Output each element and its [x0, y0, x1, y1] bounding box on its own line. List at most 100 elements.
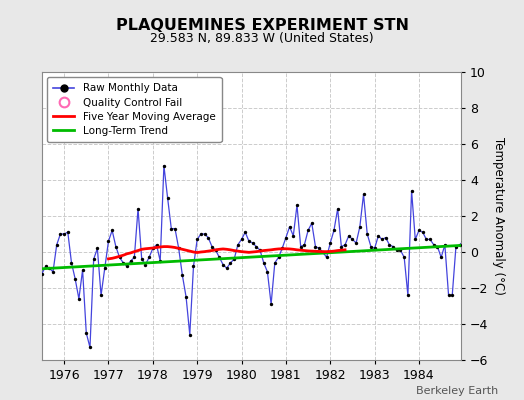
Point	[104, 238, 113, 244]
Point	[86, 344, 94, 350]
Point	[174, 245, 183, 252]
Point	[452, 243, 460, 250]
Point	[378, 236, 386, 242]
Point	[333, 206, 342, 212]
Point	[381, 234, 390, 241]
Text: Berkeley Earth: Berkeley Earth	[416, 386, 498, 396]
Point	[152, 242, 161, 248]
Point	[34, 260, 42, 266]
Point	[430, 242, 438, 248]
Point	[75, 296, 83, 302]
Point	[67, 260, 75, 266]
Point	[212, 247, 220, 254]
Point	[455, 242, 464, 248]
Point	[263, 269, 271, 275]
Point	[200, 231, 209, 237]
Point	[415, 227, 423, 234]
Point	[326, 240, 334, 246]
Point	[71, 276, 79, 282]
Point	[322, 254, 331, 261]
Point	[79, 267, 87, 273]
Point	[466, 236, 475, 242]
Point	[156, 258, 165, 264]
Point	[352, 240, 361, 246]
Point	[441, 242, 449, 248]
Point	[433, 243, 442, 250]
Point	[141, 262, 150, 268]
Point	[267, 301, 275, 307]
Point	[112, 243, 120, 250]
Point	[134, 206, 142, 212]
Point	[256, 247, 264, 254]
Point	[204, 234, 212, 241]
Point	[56, 231, 64, 237]
Point	[448, 292, 456, 298]
Point	[108, 227, 116, 234]
Point	[300, 242, 309, 248]
Point	[286, 224, 294, 230]
Point	[389, 243, 397, 250]
Point	[345, 233, 353, 239]
Point	[411, 236, 420, 242]
Point	[215, 254, 224, 261]
Point	[160, 162, 168, 169]
Point	[23, 240, 31, 246]
Point	[185, 332, 194, 338]
Point	[293, 202, 301, 208]
Point	[97, 292, 105, 298]
Point	[208, 243, 216, 250]
Point	[248, 240, 257, 246]
Point	[400, 254, 408, 261]
Legend: Raw Monthly Data, Quality Control Fail, Five Year Moving Average, Long-Term Tren: Raw Monthly Data, Quality Control Fail, …	[47, 77, 222, 142]
Point	[374, 233, 383, 239]
Point	[315, 245, 323, 252]
Point	[49, 269, 57, 275]
Point	[422, 236, 431, 242]
Point	[182, 294, 190, 300]
Point	[297, 243, 305, 250]
Point	[493, 256, 501, 262]
Point	[363, 231, 372, 237]
Point	[245, 238, 253, 244]
Point	[311, 243, 320, 250]
Point	[392, 247, 401, 254]
Point	[403, 292, 412, 298]
Point	[348, 236, 357, 242]
Point	[63, 229, 72, 235]
Point	[274, 254, 282, 261]
Point	[219, 262, 227, 268]
Point	[115, 254, 124, 261]
Point	[126, 258, 135, 264]
Point	[241, 229, 249, 235]
Point	[485, 240, 494, 246]
Point	[482, 245, 490, 252]
Point	[489, 243, 497, 250]
Point	[178, 272, 187, 278]
Text: 29.583 N, 89.833 W (United States): 29.583 N, 89.833 W (United States)	[150, 32, 374, 45]
Point	[130, 254, 138, 261]
Point	[337, 243, 345, 250]
Point	[437, 254, 445, 261]
Point	[319, 249, 327, 255]
Point	[171, 225, 179, 232]
Point	[359, 191, 368, 198]
Point	[370, 245, 379, 252]
Point	[101, 265, 109, 271]
Point	[478, 247, 486, 254]
Point	[16, 233, 24, 239]
Point	[163, 195, 172, 201]
Point	[282, 234, 290, 241]
Y-axis label: Temperature Anomaly (°C): Temperature Anomaly (°C)	[492, 137, 505, 295]
Point	[463, 233, 471, 239]
Point	[252, 243, 260, 250]
Point	[82, 330, 91, 336]
Point	[304, 227, 312, 234]
Point	[149, 245, 157, 252]
Point	[385, 242, 394, 248]
Point	[459, 238, 467, 244]
Point	[444, 292, 453, 298]
Point	[330, 227, 338, 234]
Point	[145, 254, 154, 261]
Point	[226, 260, 235, 266]
Point	[167, 225, 176, 232]
